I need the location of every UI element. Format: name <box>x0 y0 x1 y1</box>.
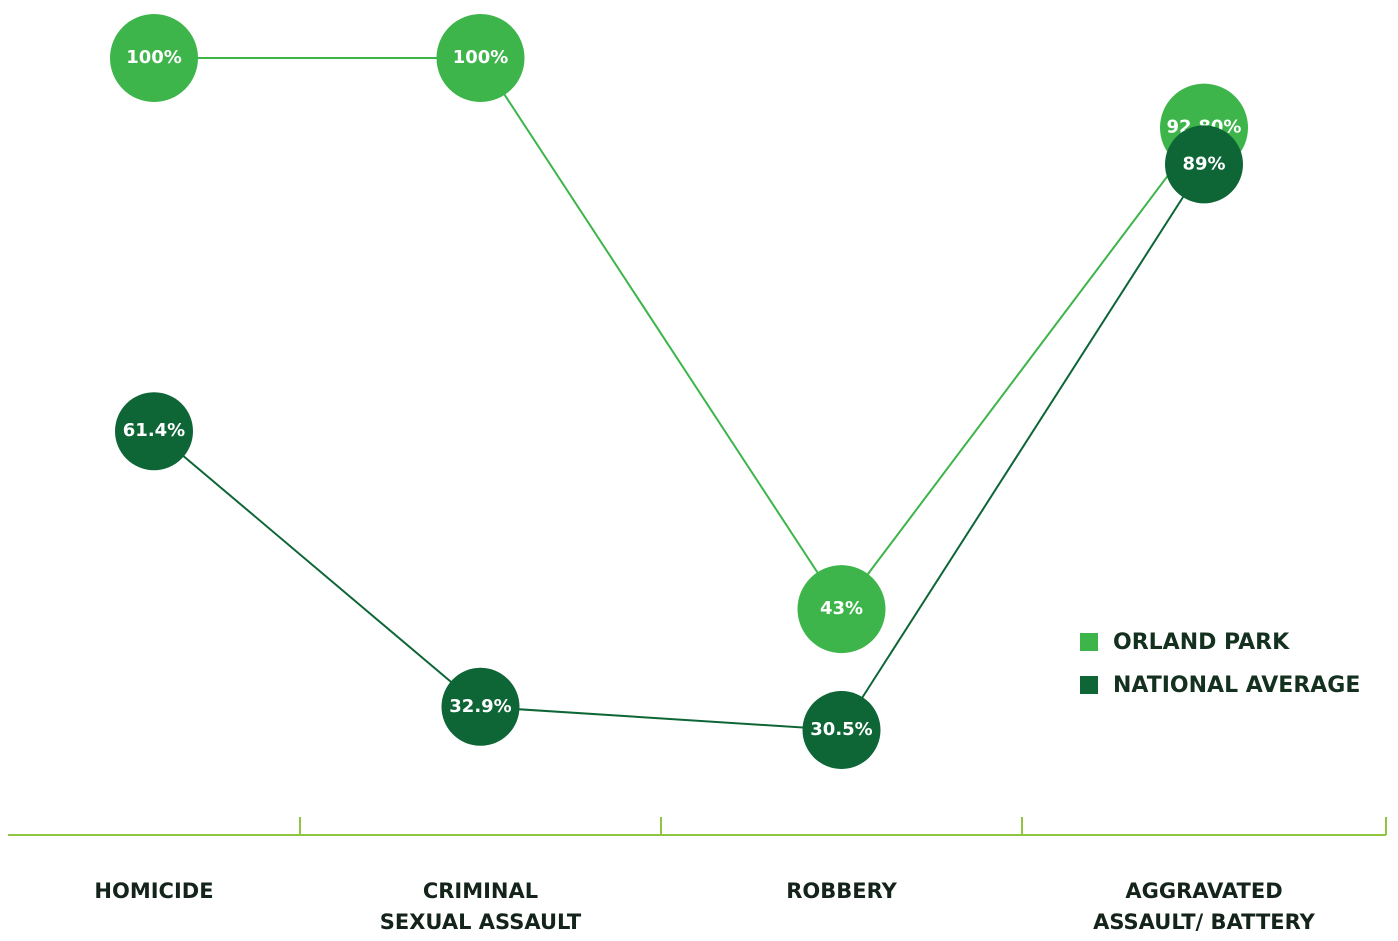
data-point <box>802 691 881 769</box>
data-label: 43% <box>820 598 863 619</box>
series-line <box>154 57 1205 611</box>
x-tick-label: CRIMINAL SEXUAL ASSAULT <box>379 879 582 934</box>
data-point <box>1165 125 1243 204</box>
legend-label: NATIONAL AVERAGE <box>1113 673 1360 698</box>
data-label: 100% <box>453 47 509 68</box>
series-line <box>153 163 1205 732</box>
x-tick-label: HOMICIDE <box>94 879 214 903</box>
data-point <box>436 14 525 102</box>
data-point <box>797 565 886 654</box>
data-label: 100% <box>126 47 182 68</box>
data-point <box>441 667 520 746</box>
data-label: 89% <box>1182 153 1225 174</box>
data-label: 30.5% <box>810 719 872 740</box>
legend-label: ORLAND PARK <box>1113 630 1290 655</box>
data-label: 61.4% <box>123 420 185 441</box>
data-point <box>115 392 193 471</box>
x-tick-label: AGGRAVATED ASSAULT/ BATTERY <box>1093 879 1315 934</box>
legend-swatch <box>1080 676 1098 694</box>
legend-swatch <box>1080 633 1098 651</box>
x-tick-label: ROBBERY <box>786 879 897 903</box>
data-label: 32.9% <box>449 696 511 717</box>
data-point <box>110 14 198 102</box>
